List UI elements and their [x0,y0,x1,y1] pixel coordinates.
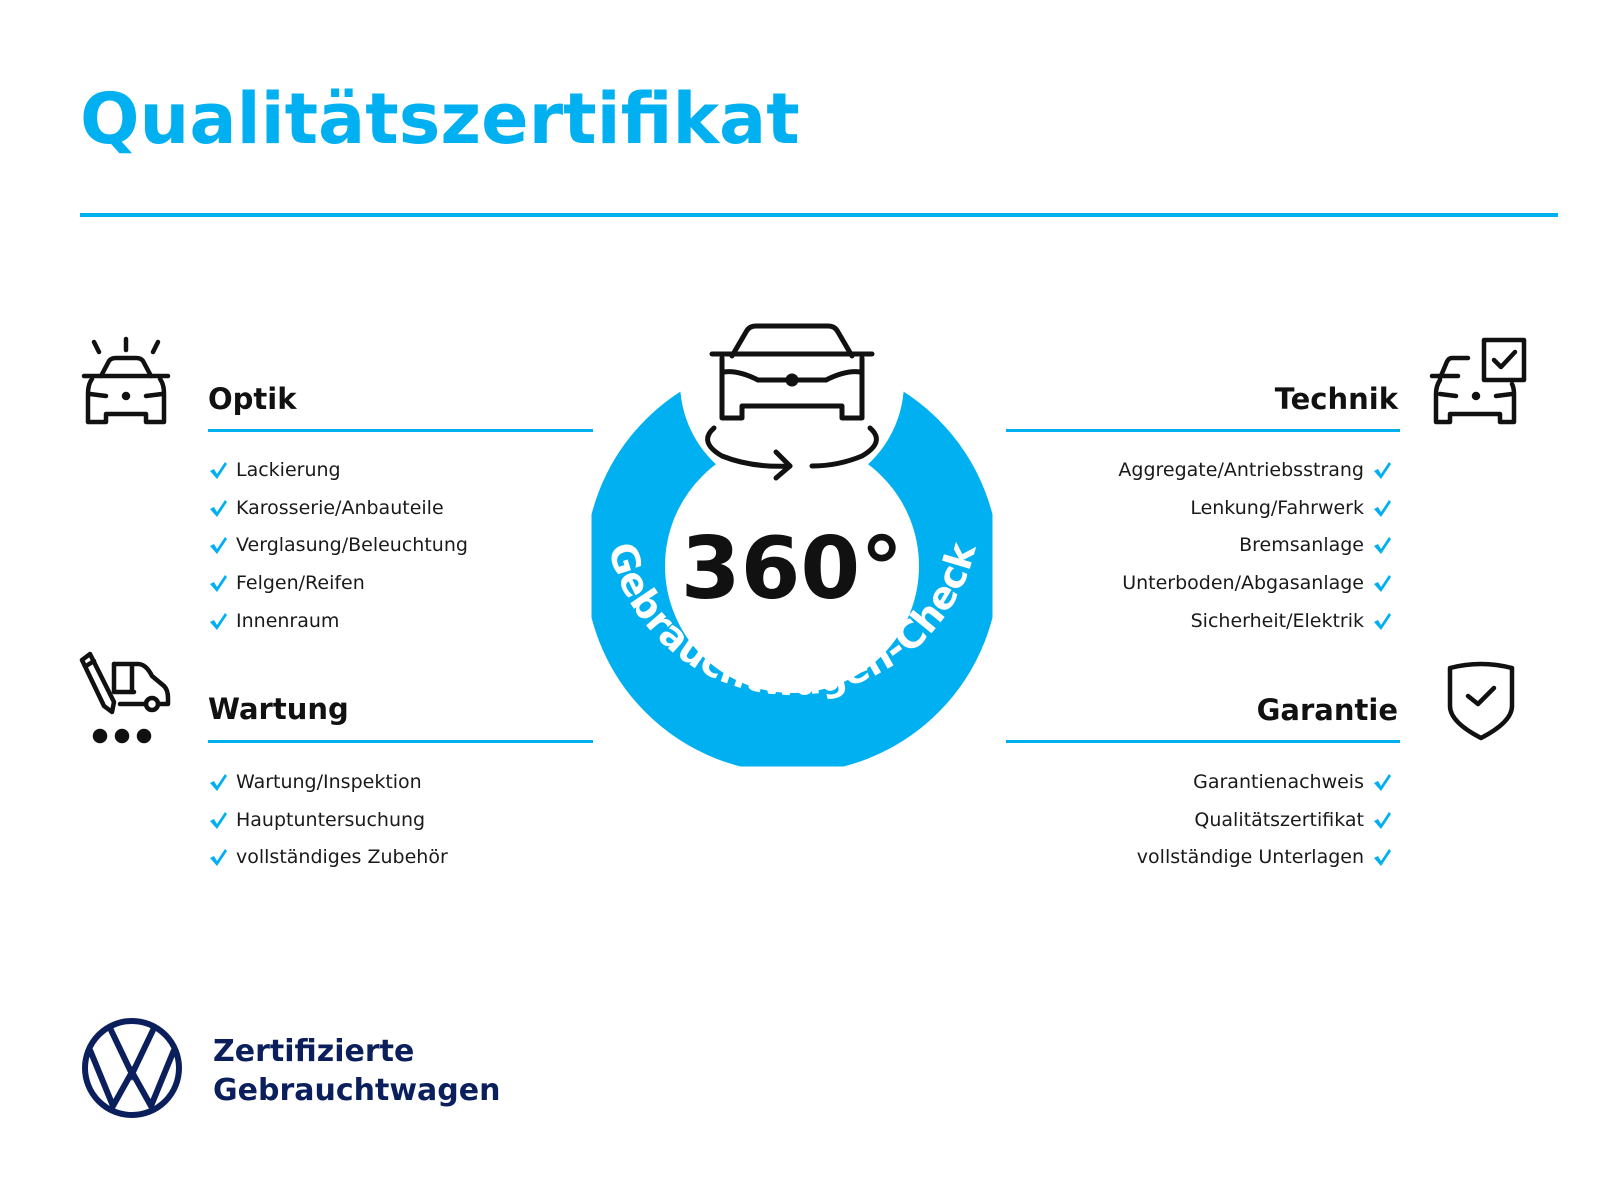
check-icon [210,575,227,593]
car-shine-icon [81,336,171,425]
list-item: Lenkung/Fahrwerk [1118,489,1392,527]
check-icon [1374,773,1391,791]
car-service-icon [79,651,171,744]
check-icon [1374,461,1391,479]
wartung-heading: Wartung [208,692,349,726]
list-item: Qualitätszertifikat [1137,801,1392,839]
list-item: Felgen/Reifen [208,564,468,602]
check-icon [210,499,227,517]
technik-divider [1006,429,1400,432]
check-icon [210,849,227,867]
check-icon [210,773,227,791]
wartung-divider [208,740,593,743]
list-item: vollständige Unterlagen [1137,839,1392,877]
check-icon [1374,575,1391,593]
360-check-badge: 360° Gebrauchtwagen-Check [585,323,999,773]
shield-check-icon [1447,661,1515,741]
check-icon [1374,499,1391,517]
badge-ring [585,359,999,773]
car-checklist-icon [1429,337,1527,425]
check-icon [210,811,227,829]
list-item: Aggregate/Antriebsstrang [1118,451,1392,489]
list-item: Garantienachweis [1137,763,1392,801]
list-item: Bremsanlage [1118,527,1392,565]
list-item: Unterboden/Abgasanlage [1118,564,1392,602]
technik-list: Aggregate/Antriebsstrang Lenkung/Fahrwer… [1118,451,1392,640]
optik-heading: Optik [208,382,297,416]
list-item: Lackierung [208,451,468,489]
list-item: vollständiges Zubehör [208,839,448,877]
check-icon [1374,537,1391,555]
check-icon [1374,811,1391,829]
vw-logo [82,1018,182,1118]
list-item: Wartung/Inspektion [208,763,448,801]
optik-divider [208,429,593,432]
check-icon [210,461,227,479]
garantie-divider [1006,740,1400,743]
list-item: Karosserie/Anbauteile [208,489,468,527]
list-item: Sicherheit/Elektrik [1118,602,1392,640]
title-divider [80,213,1558,217]
garantie-heading: Garantie [1256,693,1398,727]
car-rotate-icon [705,323,879,481]
brand-text: Zertifizierte Gebrauchtwagen [213,1032,500,1110]
page-title: Qualitätszertifikat [80,78,800,160]
check-icon [1374,613,1391,631]
brand-line-1: Zertifizierte [213,1034,415,1069]
check-icon [210,537,227,555]
list-item: Innenraum [208,602,468,640]
badge-number: 360° [681,519,904,619]
check-icon [210,613,227,631]
list-item: Verglasung/Beleuchtung [208,527,468,565]
list-item: Hauptuntersuchung [208,801,448,839]
wartung-list: Wartung/Inspektion Hauptuntersuchung vol… [208,763,448,876]
check-icon [1374,849,1391,867]
garantie-list: Garantienachweis Qualitätszertifikat vol… [1137,763,1392,876]
brand-line-2: Gebrauchtwagen [213,1073,501,1108]
technik-heading: Technik [1274,382,1398,416]
optik-list: Lackierung Karosserie/Anbauteile Verglas… [208,451,468,640]
